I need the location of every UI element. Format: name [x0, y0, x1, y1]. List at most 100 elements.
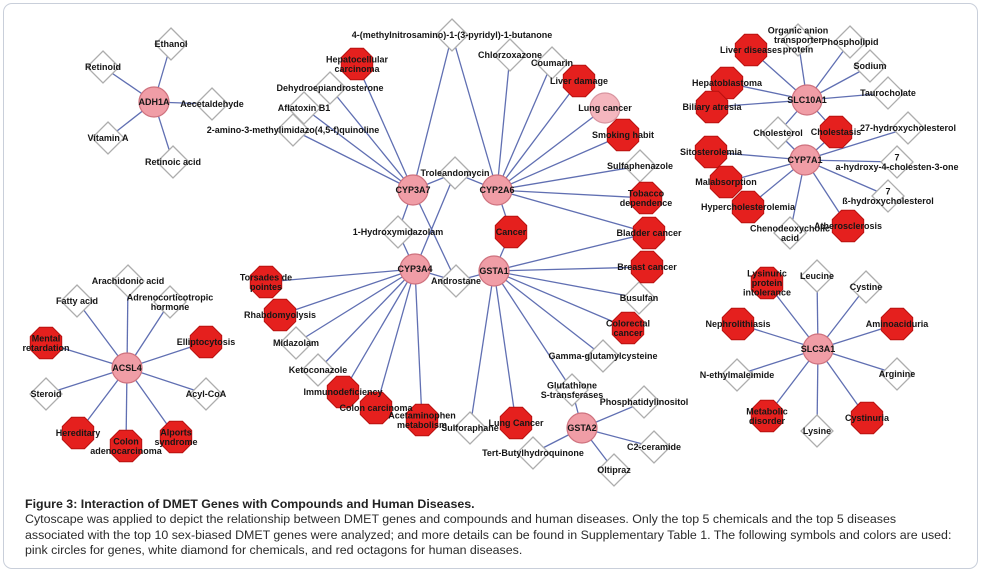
node-cystinuria[interactable]	[850, 401, 884, 435]
node-tert-butylhydroquinone[interactable]	[516, 436, 550, 470]
chemical-diamond[interactable]	[871, 179, 905, 213]
node-slc10a1[interactable]	[791, 84, 823, 116]
node-gamma-glutamylcysteine[interactable]	[586, 339, 620, 373]
disease-octagon[interactable]	[695, 90, 729, 124]
chemical-diamond[interactable]	[720, 358, 754, 392]
chemical-diamond[interactable]	[773, 216, 807, 250]
disease-octagon[interactable]	[731, 190, 765, 224]
disease-octagon[interactable]	[405, 403, 439, 437]
node-troleandomycin[interactable]	[438, 156, 472, 190]
node-glutathione-s-transferases[interactable]	[555, 373, 589, 407]
node-colon-carcinoma[interactable]	[359, 391, 393, 425]
disease-octagon[interactable]	[606, 118, 640, 152]
disease-octagon[interactable]	[159, 420, 193, 454]
disease-octagon[interactable]	[109, 429, 143, 463]
chemical-diamond[interactable]	[761, 116, 795, 150]
node-c2-ceramide[interactable]	[637, 430, 671, 464]
disease-octagon[interactable]	[249, 265, 283, 299]
node-aminoaciduria[interactable]	[880, 307, 914, 341]
chemical-diamond[interactable]	[301, 353, 335, 387]
node-dehydroepiandrosterone[interactable]	[313, 71, 347, 105]
chemical-diamond[interactable]	[153, 285, 187, 319]
node-leucine[interactable]	[800, 259, 834, 293]
chemical-diamond[interactable]	[853, 49, 887, 83]
node-atherosclerosis[interactable]	[831, 209, 865, 243]
chemical-diamond[interactable]	[29, 377, 63, 411]
chemical-diamond[interactable]	[435, 18, 469, 52]
chemical-diamond[interactable]	[781, 23, 815, 57]
chemical-diamond[interactable]	[800, 259, 834, 293]
node-cancer[interactable]	[494, 215, 528, 249]
node-butanone[interactable]	[435, 18, 469, 52]
node-acth[interactable]	[153, 285, 187, 319]
chemical-diamond[interactable]	[189, 377, 223, 411]
node-sulforaphane[interactable]	[453, 411, 487, 445]
gene-circle[interactable]	[399, 253, 431, 285]
node-adh1a[interactable]	[138, 86, 170, 118]
chemical-diamond[interactable]	[438, 156, 472, 190]
pink-disease-circle[interactable]	[589, 92, 621, 124]
chemical-diamond[interactable]	[880, 357, 914, 391]
gene-circle[interactable]	[802, 333, 834, 365]
gene-circle[interactable]	[789, 144, 821, 176]
node-retinoic-acid[interactable]	[156, 145, 190, 179]
node-cystine[interactable]	[849, 270, 883, 304]
node-hydroxy-7b[interactable]	[871, 179, 905, 213]
chemical-diamond[interactable]	[313, 71, 347, 105]
node-gsta2[interactable]	[566, 412, 598, 444]
disease-octagon[interactable]	[694, 135, 728, 169]
disease-octagon[interactable]	[359, 391, 393, 425]
gene-circle[interactable]	[481, 174, 513, 206]
gene-circle[interactable]	[138, 86, 170, 118]
node-cyp7a1[interactable]	[789, 144, 821, 176]
node-arginine[interactable]	[880, 357, 914, 391]
node-steroid[interactable]	[29, 377, 63, 411]
gene-circle[interactable]	[111, 352, 143, 384]
node-acyl-coa[interactable]	[189, 377, 223, 411]
node-fatty-acid[interactable]	[60, 284, 94, 318]
node-aflatoxin-b1[interactable]	[287, 91, 321, 125]
disease-octagon[interactable]	[721, 307, 755, 341]
chemical-diamond[interactable]	[381, 215, 415, 249]
node-liver-damage[interactable]	[562, 64, 596, 98]
gene-circle[interactable]	[478, 255, 510, 287]
chemical-diamond[interactable]	[279, 326, 313, 360]
node-hypercholesterolemia[interactable]	[731, 190, 765, 224]
chemical-diamond[interactable]	[111, 264, 145, 298]
node-n-ethylmaleimide[interactable]	[720, 358, 754, 392]
chemical-diamond[interactable]	[880, 145, 914, 179]
node-midazolam[interactable]	[279, 326, 313, 360]
node-chenodeoxycholic-acid[interactable]	[773, 216, 807, 250]
node-quinoline[interactable]	[276, 113, 310, 147]
node-cyp3a7[interactable]	[397, 174, 429, 206]
node-androstane[interactable]	[439, 264, 473, 298]
chemical-diamond[interactable]	[60, 284, 94, 318]
disease-octagon[interactable]	[263, 298, 297, 332]
disease-octagon[interactable]	[562, 64, 596, 98]
disease-octagon[interactable]	[189, 325, 223, 359]
chemical-diamond[interactable]	[439, 264, 473, 298]
node-hepatoblastoma[interactable]	[710, 66, 744, 100]
chemical-diamond[interactable]	[195, 87, 229, 121]
node-aecetaldehyde[interactable]	[195, 87, 229, 121]
node-torsades[interactable]	[249, 265, 283, 299]
chemical-diamond[interactable]	[871, 76, 905, 110]
disease-octagon[interactable]	[734, 33, 768, 67]
chemical-diamond[interactable]	[516, 436, 550, 470]
chemical-diamond[interactable]	[453, 411, 487, 445]
disease-octagon[interactable]	[750, 399, 784, 433]
node-colorectal-cancer[interactable]	[611, 311, 645, 345]
chemical-diamond[interactable]	[276, 113, 310, 147]
node-ketoconazole[interactable]	[301, 353, 335, 387]
chemical-diamond[interactable]	[833, 25, 867, 59]
chemical-diamond[interactable]	[86, 50, 120, 84]
node-slc3a1[interactable]	[802, 333, 834, 365]
node-hydroxycholesterol-27[interactable]	[891, 111, 925, 145]
node-lung-cancer-bottom[interactable]	[499, 406, 533, 440]
gene-circle[interactable]	[566, 412, 598, 444]
node-lung-cancer-top[interactable]	[589, 92, 621, 124]
chemical-diamond[interactable]	[586, 339, 620, 373]
node-alports[interactable]	[159, 420, 193, 454]
node-metabolic-disorder[interactable]	[750, 399, 784, 433]
node-lysine[interactable]	[800, 414, 834, 448]
